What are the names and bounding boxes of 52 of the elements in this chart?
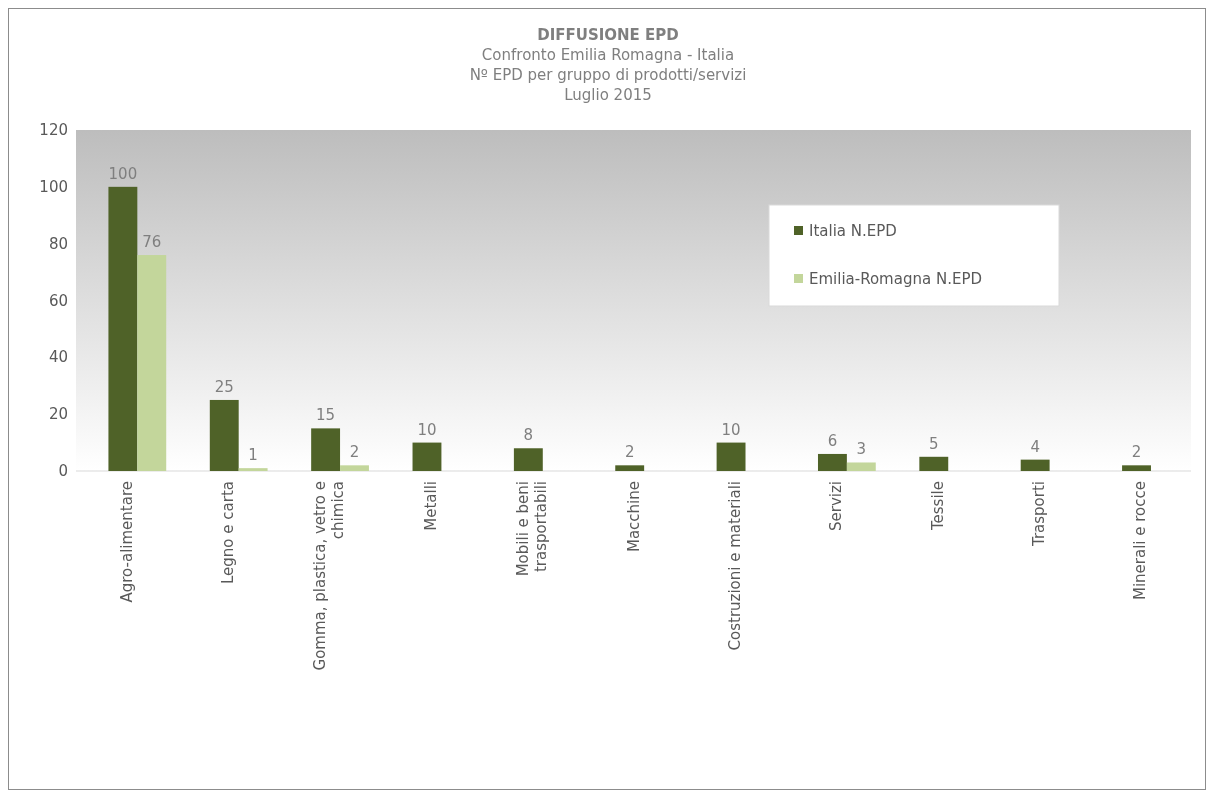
data-label: 10 (721, 420, 741, 439)
bar (817, 453, 847, 471)
bar (846, 462, 876, 471)
data-label: 1 (248, 446, 258, 465)
x-tick-label: Metalli (421, 481, 440, 531)
y-tick-label: 120 (39, 121, 68, 139)
data-label: 5 (929, 434, 939, 453)
x-tick-label: Mobili e beni trasportabili (514, 481, 551, 577)
data-label: 6 (827, 431, 838, 450)
data-label: 4 (1030, 437, 1040, 456)
data-label: 2 (624, 443, 635, 462)
x-tick-label: Agro-alimentare (117, 481, 136, 603)
y-tick-label: 80 (48, 234, 68, 253)
bar (340, 465, 369, 471)
data-label: 100 (108, 164, 138, 183)
chart-title: DIFFUSIONE EPD (537, 26, 679, 44)
bar (412, 442, 442, 471)
bar (716, 442, 746, 471)
y-tick-label: 60 (48, 291, 68, 310)
data-label: 2 (1131, 443, 1142, 462)
chart-subtitle: Confronto Emilia Romagna - Italia Nº EPD per gruppo di prodotti/servizi Luglio 2015 (469, 46, 747, 104)
bar (1122, 465, 1151, 471)
data-label: 3 (856, 440, 867, 459)
x-tick-label: Minerali e rocce (1131, 481, 1150, 601)
data-label: 10 (417, 420, 437, 439)
bar (209, 399, 239, 471)
bar (919, 456, 949, 471)
y-tick-label: 100 (39, 177, 68, 196)
legend-label: Emilia-Romagna N.EPD (809, 270, 982, 288)
data-label: 25 (214, 377, 234, 396)
x-tick-label: Servizi (827, 481, 846, 532)
data-label: 8 (523, 426, 534, 445)
x-tick-label: Legno e carta (219, 481, 238, 584)
data-label: 15 (316, 406, 336, 425)
x-tick-label: Trasporti (1029, 481, 1048, 548)
bar (238, 468, 268, 471)
legend-label: Italia N.EPD (809, 222, 897, 240)
y-tick-label: 0 (58, 462, 68, 480)
x-tick-label: Gomma, plastica, vetro e chimica (311, 481, 348, 671)
bar (615, 465, 645, 471)
bar (137, 255, 167, 471)
data-label: 76 (142, 233, 162, 252)
data-label: 2 (349, 443, 360, 462)
y-tick-label: 20 (48, 405, 68, 424)
bar (108, 186, 138, 471)
x-tick-label: Macchine (624, 481, 643, 553)
x-tick-label: Tessile (928, 481, 947, 532)
x-tick-label: Costruzioni e materiali (725, 481, 744, 651)
y-tick-label: 40 (48, 348, 68, 367)
bar (311, 428, 341, 471)
bar (1020, 459, 1050, 471)
bar (513, 448, 543, 471)
